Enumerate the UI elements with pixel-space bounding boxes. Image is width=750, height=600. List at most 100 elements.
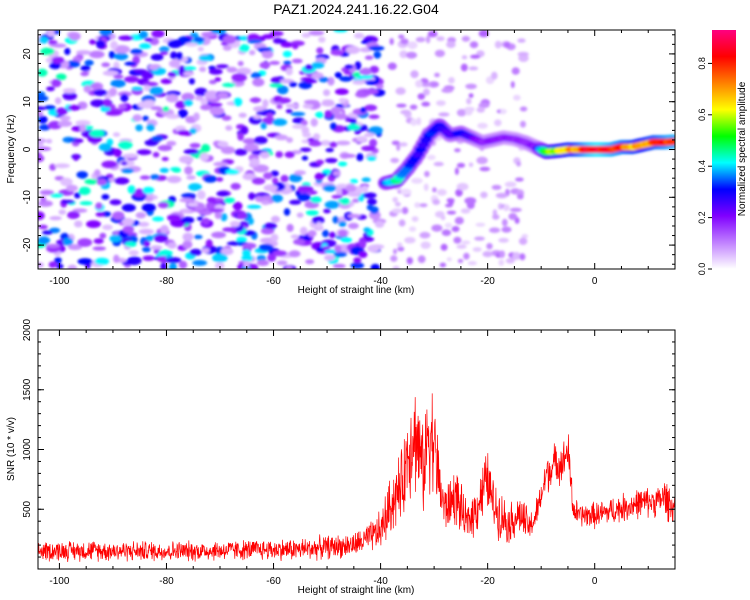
heatmap-blob: [179, 198, 194, 203]
heatmap-blob: [184, 166, 193, 175]
heatmap-blob: [94, 257, 110, 266]
heatmap-blob: [58, 209, 67, 215]
heatmap-blob: [103, 98, 112, 108]
heatmap-blob: [102, 70, 119, 76]
heatmap-blob: [310, 196, 322, 204]
heatmap-blob: [303, 99, 320, 105]
heatmap-blob: [344, 64, 354, 70]
heatmap-blob: [517, 51, 529, 57]
heatmap-blob: [347, 123, 361, 131]
heatmap-blob: [201, 248, 210, 253]
heatmap-blob: [339, 204, 351, 210]
heatmap-blob: [400, 38, 409, 45]
heatmap-blob: [187, 202, 199, 208]
heatmap-blob: [181, 216, 195, 224]
snr-x-tick-label: -80: [159, 576, 174, 587]
heatmap-blob: [277, 85, 289, 95]
heatmap-blob: [520, 120, 526, 128]
heatmap-blob: [200, 143, 211, 153]
heatmap-blob: [54, 97, 62, 105]
heatmap-blob: [142, 186, 155, 195]
heatmap-blob: [95, 40, 106, 49]
heatmap-blob: [276, 104, 283, 109]
heatmap-blob: [183, 99, 193, 107]
heatmap-blob: [324, 200, 340, 209]
heatmap-blob: [269, 60, 280, 65]
colorbar-label: Normalized spectral amplitude: [737, 81, 748, 216]
heatmap-blob: [285, 108, 293, 114]
heatmap-blob: [148, 64, 159, 71]
heatmap-blob: [118, 35, 134, 41]
heatmap-blob: [362, 88, 379, 95]
spectrogram-x-ticks: -100 -80 -60 -40 -20 0: [49, 30, 676, 287]
heatmap-blob: [511, 67, 520, 75]
heatmap-blob: [275, 151, 284, 158]
heatmap-blob: [246, 204, 262, 209]
heatmap-blob: [482, 251, 493, 258]
heatmap-blob: [499, 250, 506, 258]
heatmap-blob: [222, 82, 236, 88]
heatmap-blob: [50, 193, 64, 198]
heatmap-blob: [152, 216, 164, 222]
spectrogram-y-tick-label: 0: [22, 146, 33, 152]
heatmap-blob: [51, 43, 67, 48]
heatmap-blob: [315, 111, 324, 119]
heatmap-blob: [258, 243, 274, 251]
heatmap-blob: [313, 133, 321, 140]
heatmap-blob: [420, 241, 431, 249]
heatmap-blob: [39, 189, 55, 196]
heatmap-blob: [354, 32, 365, 39]
heatmap-blob: [407, 41, 418, 50]
heatmap-blob: [151, 136, 164, 142]
heatmap-blob: [404, 237, 416, 244]
heatmap-blob: [93, 89, 108, 97]
heatmap-blob: [277, 97, 291, 104]
heatmap-blob: [338, 229, 348, 237]
heatmap-blob: [214, 77, 222, 82]
heatmap-blob: [427, 30, 438, 38]
heatmap-blob: [211, 231, 227, 239]
heatmap-blob: [456, 109, 467, 117]
heatmap-blob: [150, 106, 163, 111]
heatmap-blob: [38, 262, 44, 268]
spectrogram-y-tick-label: 20: [22, 48, 33, 60]
heatmap-blob: [38, 142, 44, 147]
heatmap-blob: [316, 247, 324, 252]
heatmap-blob: [242, 173, 257, 181]
heatmap-blob: [62, 88, 77, 94]
snr-x-tick-label: -20: [480, 576, 495, 587]
heatmap-blob: [222, 45, 232, 51]
heatmap-layer: [38, 30, 675, 269]
heatmap-blob: [521, 234, 529, 239]
heatmap-blob: [199, 152, 210, 161]
heatmap-blob: [406, 257, 413, 265]
snr-y-ticks: 500 1000 1500 2000: [22, 318, 675, 570]
heatmap-blob: [503, 41, 511, 49]
heatmap-blob: [270, 76, 283, 84]
heatmap-blob: [323, 89, 331, 97]
heatmap-blob: [345, 46, 360, 54]
heatmap-blob: [95, 202, 103, 210]
heatmap-blob: [466, 98, 472, 105]
heatmap-blob: [38, 146, 52, 151]
heatmap-blob: [368, 45, 385, 51]
heatmap-blob: [182, 240, 193, 249]
heatmap-blob: [491, 184, 502, 190]
heatmap-blob: [448, 77, 455, 84]
heatmap-blob: [432, 187, 437, 193]
heatmap-blob: [47, 30, 55, 37]
heatmap-blob: [120, 161, 128, 166]
heatmap-blob: [84, 178, 99, 185]
heatmap-blob: [399, 142, 408, 147]
heatmap-blob: [98, 143, 112, 152]
heatmap-blob: [468, 66, 479, 71]
heatmap-blob: [222, 227, 237, 233]
heatmap-blob: [238, 112, 247, 118]
heatmap-blob: [352, 71, 361, 78]
heatmap-blob: [416, 117, 422, 126]
heatmap-blob: [38, 211, 45, 221]
heatmap-blob: [189, 248, 202, 256]
heatmap-blob: [501, 226, 512, 233]
heatmap-blob: [330, 106, 341, 115]
heatmap-blob: [263, 172, 273, 180]
